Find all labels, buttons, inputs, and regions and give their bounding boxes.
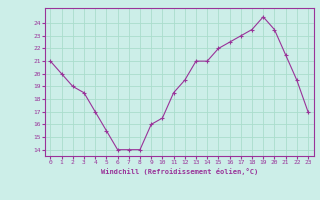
- X-axis label: Windchill (Refroidissement éolien,°C): Windchill (Refroidissement éolien,°C): [100, 168, 258, 175]
